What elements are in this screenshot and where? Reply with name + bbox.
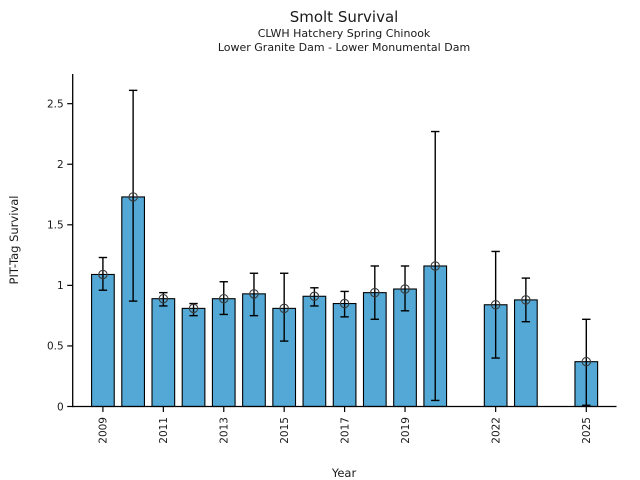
x-tick-label-2019: 2019 bbox=[400, 417, 412, 444]
x-tick-label-2011: 2011 bbox=[158, 417, 170, 444]
y-tick-label-2.5: 2.5 bbox=[47, 98, 64, 110]
x-tick-label-2015: 2015 bbox=[279, 417, 291, 444]
x-tick-label-2025: 2025 bbox=[581, 417, 593, 444]
marker-2018 bbox=[370, 287, 380, 298]
x-axis-label: Year bbox=[331, 466, 357, 480]
x-tick-label-2017: 2017 bbox=[339, 417, 351, 444]
marker-2011 bbox=[158, 293, 169, 304]
bar-2009 bbox=[91, 273, 115, 408]
y-tick-label-1.5: 1.5 bbox=[47, 220, 64, 232]
marker-2016 bbox=[309, 291, 320, 302]
marker-2013 bbox=[219, 293, 229, 304]
marker-2020 bbox=[430, 261, 440, 271]
chart-subtitle-line2: Lower Granite Dam - Lower Monumental Dam bbox=[217, 41, 471, 54]
marker-2014 bbox=[249, 289, 259, 299]
bar-2011 bbox=[151, 298, 176, 408]
marker-2022 bbox=[490, 300, 501, 310]
y-tick-label-2: 2 bbox=[57, 159, 64, 171]
x-tick-label-2009: 2009 bbox=[98, 417, 110, 444]
marker-2019 bbox=[400, 284, 410, 294]
marker-2017 bbox=[339, 298, 350, 309]
chart-subtitle-line1: CLWH Hatchery Spring Chinook bbox=[257, 27, 431, 40]
bar-2012 bbox=[181, 307, 206, 408]
marker-2025 bbox=[581, 356, 592, 367]
chart-title: Smolt Survival bbox=[289, 8, 399, 26]
bar-2017 bbox=[332, 302, 357, 408]
marker-2012 bbox=[188, 303, 199, 314]
marker-2010 bbox=[128, 192, 138, 202]
x-tick-label-2022: 2022 bbox=[490, 417, 502, 444]
y-tick-label-0.5: 0.5 bbox=[47, 341, 64, 353]
bar-2016 bbox=[302, 295, 327, 408]
y-tick-label-0: 0 bbox=[57, 401, 64, 413]
marker-2009 bbox=[98, 269, 108, 280]
marker-2023 bbox=[521, 295, 531, 305]
y-tick-label-1: 1 bbox=[57, 280, 64, 292]
marker-2015 bbox=[279, 303, 289, 314]
x-tick-label-2013: 2013 bbox=[219, 417, 231, 444]
